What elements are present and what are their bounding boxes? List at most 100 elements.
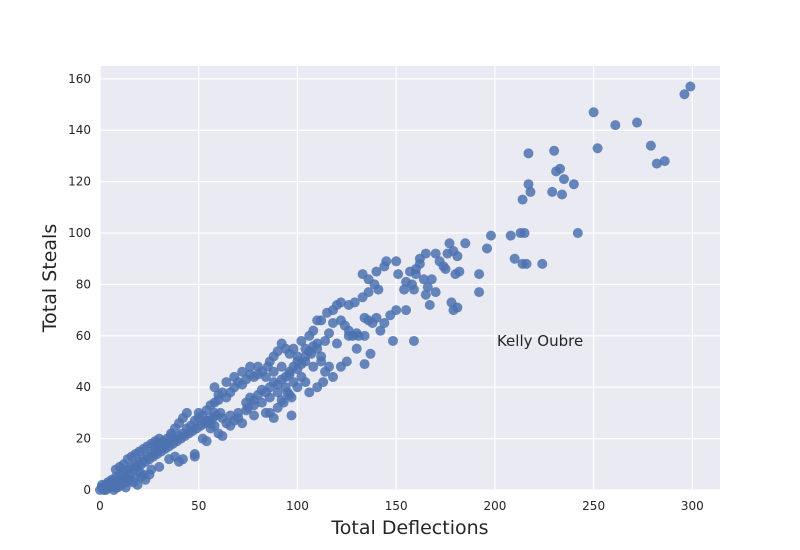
data-points: [95, 81, 696, 495]
data-point: [100, 485, 111, 495]
data-point: [420, 289, 431, 300]
data-point: [154, 461, 165, 472]
y-tick-label: 160: [68, 72, 91, 86]
data-point: [371, 266, 382, 277]
data-point: [276, 338, 287, 349]
x-tick-label: 250: [582, 499, 605, 513]
data-point: [357, 292, 368, 303]
data-point: [237, 366, 248, 377]
data-point: [300, 377, 311, 388]
x-tick-label: 100: [286, 499, 309, 513]
data-point: [243, 402, 254, 413]
data-point: [474, 287, 485, 298]
data-point: [371, 312, 382, 323]
data-point: [268, 366, 279, 377]
data-point: [331, 338, 342, 349]
data-point: [296, 359, 307, 370]
data-point: [505, 230, 516, 241]
data-point: [249, 410, 260, 421]
data-point: [144, 469, 155, 480]
data-point: [537, 258, 548, 269]
data-point: [104, 477, 115, 488]
data-point: [418, 274, 429, 285]
data-point: [327, 317, 338, 328]
data-point: [385, 310, 396, 321]
data-point: [252, 369, 263, 380]
data-point: [588, 107, 599, 118]
data-point: [474, 269, 485, 280]
data-point: [391, 256, 402, 267]
data-point: [132, 479, 143, 490]
annotations: Kelly Oubre: [387, 332, 583, 350]
data-point: [351, 343, 362, 354]
data-point: [343, 330, 354, 341]
data-point: [379, 317, 390, 328]
data-point: [559, 174, 570, 185]
data-point: [393, 269, 404, 280]
data-point: [555, 163, 566, 174]
data-point: [651, 158, 662, 169]
data-point: [568, 179, 579, 190]
data-point: [401, 305, 412, 316]
data-point: [359, 359, 370, 370]
data-point: [177, 454, 188, 465]
data-point: [229, 371, 240, 382]
data-point: [482, 243, 493, 254]
data-point: [523, 179, 534, 190]
data-point: [215, 407, 226, 418]
data-point: [209, 382, 220, 393]
data-point: [517, 194, 528, 205]
data-point: [221, 377, 232, 388]
data-point: [272, 387, 283, 398]
data-point: [237, 418, 248, 429]
data-point: [549, 145, 560, 156]
data-point: [430, 248, 441, 259]
y-tick-label: 140: [68, 123, 91, 137]
data-point: [324, 328, 335, 339]
data-point: [357, 269, 368, 280]
data-point: [304, 387, 315, 398]
x-tick-labels: 0 50 100 150 200 250 300: [96, 499, 704, 513]
data-point: [448, 305, 459, 316]
data-point: [150, 441, 161, 452]
data-point: [375, 325, 386, 336]
x-tick-label: 50: [191, 499, 206, 513]
data-point: [557, 189, 568, 200]
data-point: [166, 431, 177, 442]
data-point: [260, 371, 271, 382]
y-tick-label: 60: [76, 329, 91, 343]
data-point: [181, 407, 192, 418]
x-tick-label: 0: [96, 499, 104, 513]
data-point: [659, 156, 670, 167]
data-point: [525, 186, 536, 197]
data-point: [523, 148, 534, 159]
data-point: [426, 274, 437, 285]
annotated-point: [387, 335, 398, 346]
x-tick-label: 200: [483, 499, 506, 513]
data-point: [422, 281, 433, 292]
data-point: [547, 186, 558, 197]
data-point: [645, 140, 656, 151]
data-point: [424, 299, 435, 310]
y-tick-label: 40: [76, 380, 91, 394]
data-point: [308, 361, 319, 372]
data-point: [324, 361, 335, 372]
y-tick-label: 0: [83, 483, 91, 497]
data-point: [213, 389, 224, 400]
x-tick-label: 150: [385, 499, 408, 513]
data-point: [679, 89, 690, 100]
x-tick-label: 300: [681, 499, 704, 513]
y-tick-label: 20: [76, 432, 91, 446]
data-point: [442, 248, 453, 259]
y-tick-label: 80: [76, 277, 91, 291]
data-point: [286, 392, 297, 403]
data-point: [312, 382, 323, 393]
data-point: [521, 258, 532, 269]
data-point: [304, 330, 315, 341]
data-point: [296, 335, 307, 346]
data-point: [440, 264, 451, 275]
data-point: [252, 361, 263, 372]
data-point: [373, 284, 384, 295]
data-point: [359, 330, 370, 341]
